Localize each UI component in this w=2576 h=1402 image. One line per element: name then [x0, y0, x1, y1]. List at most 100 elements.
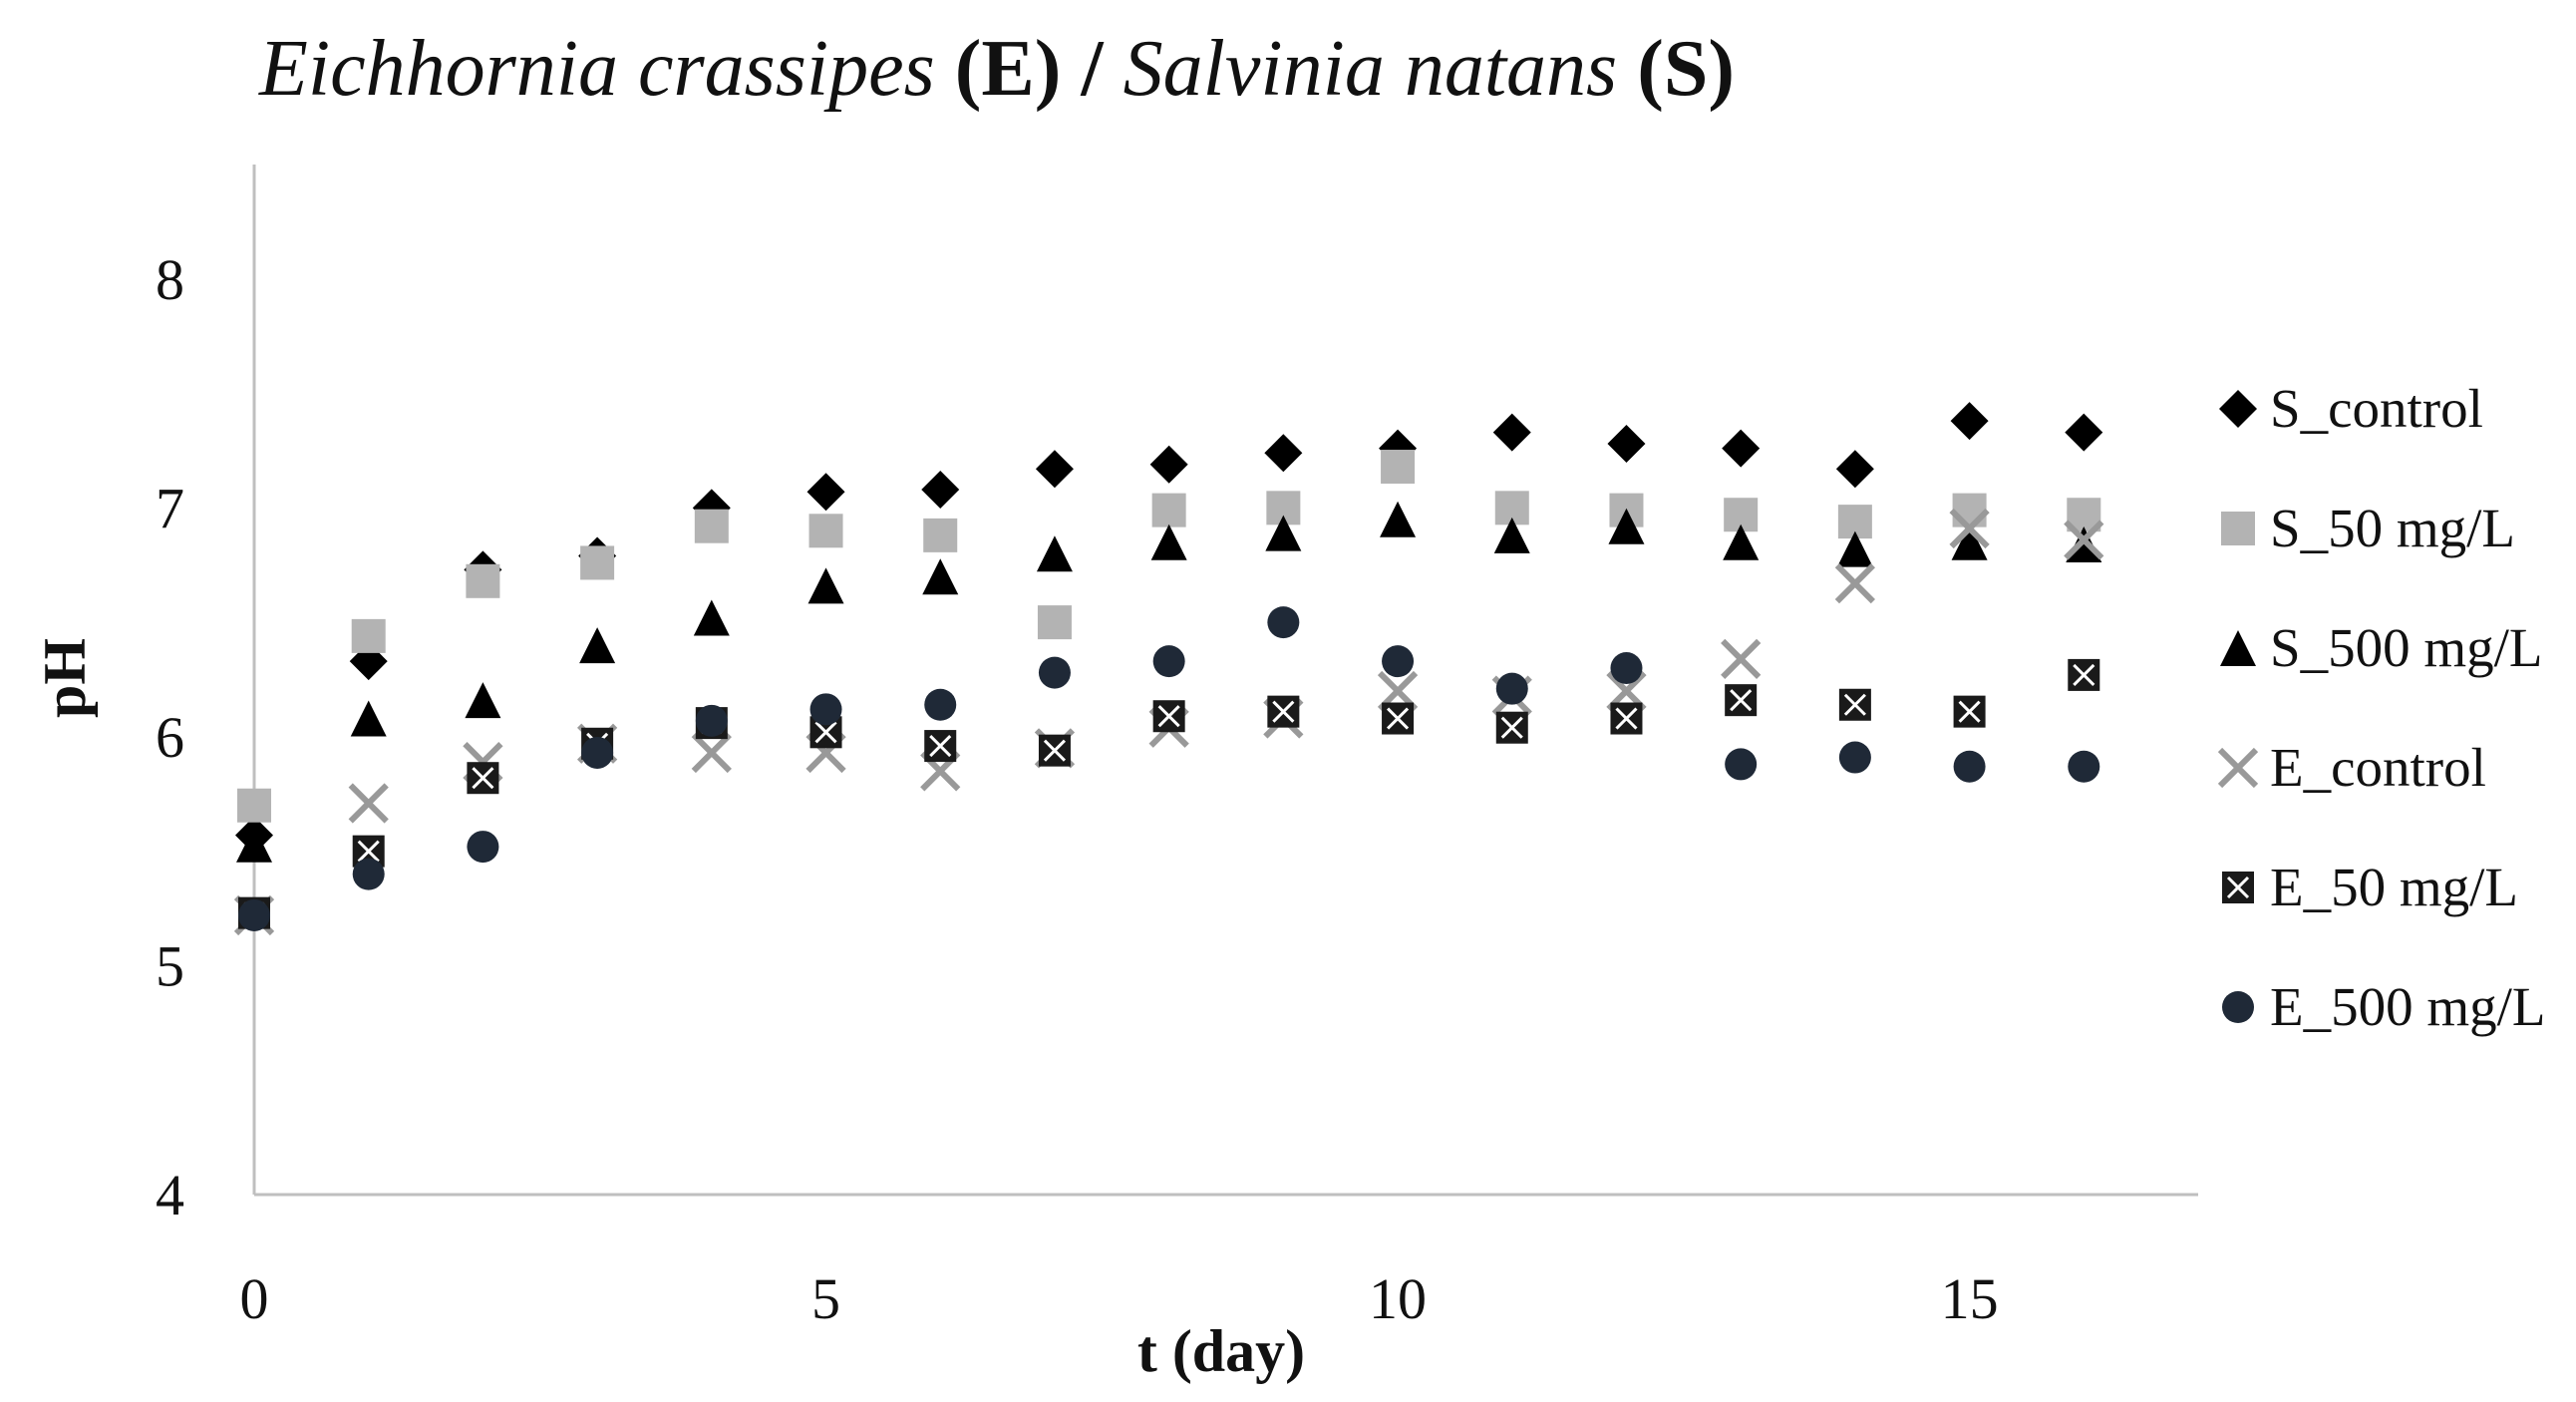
- data-point: [1492, 413, 1531, 452]
- data-point: [809, 716, 842, 749]
- y-tick-label: 4: [156, 1163, 184, 1227]
- legend-label: S_50 mg/L: [2270, 498, 2515, 558]
- data-point: [1610, 652, 1643, 685]
- data-point: [2066, 526, 2102, 563]
- chart-title-segment-1: (E) /: [935, 25, 1124, 113]
- data-point: [1607, 425, 1646, 464]
- legend-marker: [2220, 630, 2256, 666]
- data-point: [1723, 524, 1760, 560]
- chart-title-segment-0: Eichhornia crassipes: [258, 25, 935, 113]
- data-point: [1953, 695, 1986, 728]
- chart-title-segment-2: Salvinia natans: [1124, 25, 1618, 113]
- chart-title-segment-3: (S): [1617, 25, 1735, 113]
- data-point: [2068, 658, 2100, 691]
- data-point: [924, 730, 957, 763]
- data-point: [466, 563, 500, 598]
- legend-item: E_500 mg/L: [2222, 976, 2546, 1037]
- plot-series: [233, 402, 2104, 936]
- legend-label: E_control: [2270, 737, 2486, 798]
- data-point: [467, 831, 499, 864]
- chart-title: Eichhornia crassipes (E) / Salvinia nata…: [258, 25, 1735, 113]
- series-2: [236, 501, 2102, 863]
- legend-item: E_50 mg/L: [2222, 857, 2518, 917]
- x-axis-title: t (day): [1137, 1318, 1305, 1384]
- legend-item: E_control: [2217, 737, 2486, 798]
- data-point: [1381, 450, 1416, 485]
- data-point: [1838, 741, 1871, 774]
- data-point: [1608, 508, 1645, 544]
- data-point: [1267, 606, 1300, 639]
- data-point: [922, 558, 959, 595]
- data-point: [2068, 750, 2100, 783]
- legend-item: S_500 mg/L: [2220, 617, 2543, 678]
- data-point: [1834, 562, 1876, 604]
- legend-marker: [2222, 991, 2254, 1023]
- data-point: [923, 518, 958, 552]
- data-point: [1380, 501, 1417, 537]
- data-point: [1949, 508, 1990, 549]
- legend-marker: [2222, 872, 2254, 903]
- x-tick-label: 15: [1941, 1266, 1999, 1331]
- data-point: [921, 470, 960, 509]
- data-point: [808, 514, 843, 548]
- data-point: [1952, 493, 1987, 527]
- legend-item: S_control: [2219, 378, 2483, 439]
- legend-label: E_500 mg/L: [2270, 976, 2546, 1037]
- data-point: [693, 599, 730, 636]
- data-point: [1382, 702, 1415, 735]
- data-point: [694, 509, 729, 543]
- legend-item: S_50 mg/L: [2221, 498, 2515, 558]
- data-point: [1838, 688, 1871, 721]
- data-point: [351, 618, 386, 653]
- legend-label: S_control: [2270, 378, 2483, 439]
- legend-marker: [2221, 512, 2255, 545]
- data-point: [691, 732, 732, 774]
- data-point: [809, 693, 842, 726]
- data-point: [352, 858, 385, 890]
- data-point: [1035, 450, 1074, 489]
- y-tick-label: 5: [156, 933, 184, 998]
- data-point: [924, 688, 957, 721]
- legend-marker: [2217, 747, 2259, 789]
- data-point: [465, 682, 501, 719]
- data-point: [1493, 517, 1530, 553]
- series-0: [235, 402, 2103, 855]
- data-point: [1036, 535, 1073, 572]
- data-point: [236, 826, 272, 863]
- data-point: [1382, 645, 1415, 678]
- series-5: [238, 606, 2100, 931]
- data-point: [1265, 515, 1302, 551]
- data-point: [467, 762, 499, 795]
- y-tick-label: 7: [156, 476, 184, 540]
- data-point: [1950, 402, 1989, 441]
- x-tick-label: 5: [811, 1266, 840, 1331]
- data-point: [1610, 702, 1643, 735]
- data-point: [1951, 524, 1988, 560]
- legend-marker: [2219, 390, 2257, 428]
- data-point: [1152, 645, 1185, 678]
- data-point: [1721, 638, 1762, 679]
- data-point: [348, 783, 389, 824]
- data-point: [1835, 450, 1874, 489]
- data-point: [1953, 750, 1986, 783]
- legend-label: S_500 mg/L: [2270, 617, 2543, 678]
- data-point: [1264, 434, 1303, 473]
- y-tick-labels: 4 5 6 7 8: [156, 247, 184, 1227]
- legend-label: E_50 mg/L: [2270, 857, 2518, 917]
- data-point: [1152, 700, 1185, 733]
- data-point: [1150, 524, 1187, 560]
- data-point: [806, 473, 845, 512]
- data-point: [2065, 413, 2103, 452]
- series-1: [237, 450, 2101, 823]
- data-point: [1725, 748, 1758, 781]
- x-tick-label: 10: [1369, 1266, 1427, 1331]
- series-4: [238, 658, 2100, 929]
- data-point: [1725, 684, 1758, 717]
- data-point: [1038, 656, 1071, 689]
- data-point: [350, 700, 387, 737]
- data-point: [2064, 520, 2104, 560]
- y-tick-label: 8: [156, 247, 184, 312]
- y-axis-title: pH: [32, 638, 98, 718]
- data-point: [1151, 493, 1186, 527]
